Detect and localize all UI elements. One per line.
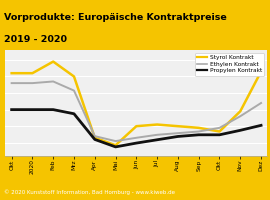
Legend: Styrol Kontrakt, Ethylen Kontrakt, Propylen Kontrakt: Styrol Kontrakt, Ethylen Kontrakt, Propy…: [195, 53, 264, 76]
Text: Vorprodukte: Europäische Kontraktpreise: Vorprodukte: Europäische Kontraktpreise: [4, 13, 227, 22]
Text: © 2020 Kunststoff Information, Bad Homburg - www.kiweb.de: © 2020 Kunststoff Information, Bad Hombu…: [4, 189, 175, 195]
Text: 2019 - 2020: 2019 - 2020: [4, 35, 67, 44]
